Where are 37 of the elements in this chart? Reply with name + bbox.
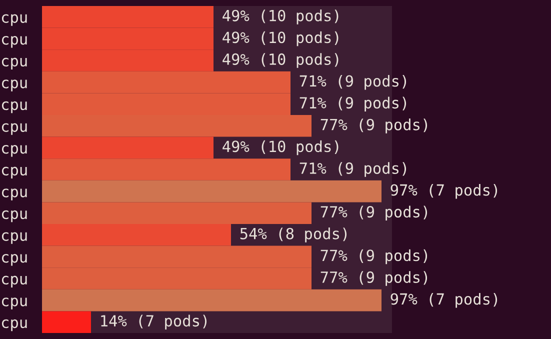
data-label: 14% (7 pods) (101, 314, 207, 330)
data-label: 49% (10 pods) (222, 140, 338, 156)
y-tick-label: cpu (2, 232, 27, 244)
y-tick-label: cpu (2, 319, 27, 332)
y-tick-label: cpu (2, 210, 27, 222)
y-tick-label: cpu (2, 36, 27, 48)
data-label: 77% (9 pods) (320, 271, 428, 286)
data-label: 97% (7 pods) (390, 184, 498, 199)
data-label: 77% (9 pods) (320, 249, 428, 264)
y-tick-label: cpu (2, 166, 27, 179)
data-label: 71% (9 pods) (300, 74, 406, 90)
y-tick-label: cpu (2, 144, 27, 157)
data-label: 71% (9 pods) (300, 96, 406, 112)
bar (42, 224, 231, 246)
y-tick-label: cpu (2, 298, 27, 310)
bar (42, 136, 214, 159)
y-tick-label: cpu (2, 80, 27, 92)
bar (42, 311, 91, 333)
data-label: 49% (10 pods) (222, 31, 338, 46)
bar (42, 202, 312, 224)
data-label: 71% (9 pods) (300, 162, 406, 177)
bar (42, 180, 382, 202)
data-label: 97% (7 pods) (390, 292, 498, 308)
y-tick-label: cpu (2, 188, 27, 200)
y-tick-label: cpu (2, 123, 27, 135)
bar (42, 289, 382, 312)
bar (42, 158, 290, 180)
y-tick-label: cpu (2, 58, 27, 70)
data-label: 77% (9 pods) (320, 206, 428, 221)
data-label: 49% (10 pods) (222, 10, 338, 24)
data-label: 54% (8 pods) (240, 228, 347, 242)
data-label: 49% (10 pods) (222, 53, 338, 68)
y-tick-label: cpu (2, 254, 27, 266)
y-tick-label: cpu (2, 14, 27, 26)
y-tick-label: cpu (2, 276, 27, 288)
y-tick-label: cpu (2, 101, 27, 114)
data-label: 77% (9 pods) (320, 118, 428, 134)
